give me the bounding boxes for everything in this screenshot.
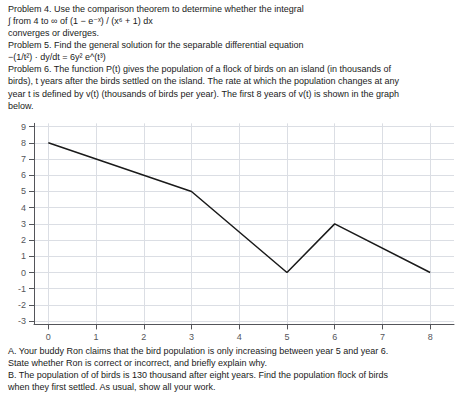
- svg-text:7: 7: [380, 332, 385, 342]
- svg-text:2: 2: [141, 332, 146, 342]
- svg-text:below.: below.: [8, 101, 34, 111]
- svg-text:5: 5: [21, 186, 26, 196]
- svg-text:3: 3: [21, 219, 26, 229]
- svg-text:6: 6: [332, 332, 337, 342]
- svg-text:year t is defined by v(t) (tho: year t is defined by v(t) (thousands of …: [8, 89, 399, 99]
- svg-text:4: 4: [21, 203, 26, 213]
- svg-text:Problem 6. The function P(t) g: Problem 6. The function P(t) gives the p…: [8, 64, 392, 74]
- svg-text:-3: -3: [18, 316, 26, 326]
- svg-text:1: 1: [21, 251, 26, 261]
- svg-text:9: 9: [21, 122, 26, 132]
- svg-text:−(1/t²) · dy/dt = 6y² e^(t³): −(1/t²) · dy/dt = 6y² e^(t³): [8, 52, 106, 62]
- svg-text:1: 1: [94, 332, 99, 342]
- svg-text:Problem 4. Use the comparison: Problem 4. Use the comparison theorem to…: [8, 4, 304, 14]
- svg-text:0: 0: [46, 332, 51, 342]
- svg-text:-1: -1: [18, 284, 26, 294]
- svg-text:8: 8: [21, 138, 26, 148]
- svg-text:6: 6: [21, 170, 26, 180]
- svg-text:3: 3: [189, 332, 194, 342]
- svg-text:4: 4: [237, 332, 242, 342]
- svg-text:7: 7: [21, 154, 26, 164]
- svg-text:∫ from 4 to ∞ of (1 − e⁻ˣ) / (: ∫ from 4 to ∞ of (1 − e⁻ˣ) / (x⁶ + 1) dx: [7, 16, 153, 26]
- svg-text:2: 2: [21, 235, 26, 245]
- svg-text:converges or diverges.: converges or diverges.: [8, 28, 99, 38]
- svg-text:B. The population of of birds: B. The population of of birds is 130 tho…: [8, 370, 389, 380]
- svg-text:when they first settled. As us: when they first settled. As usual, show …: [7, 382, 216, 392]
- svg-text:-2: -2: [18, 300, 26, 310]
- svg-text:Problem 5. Find the general so: Problem 5. Find the general solution for…: [8, 40, 304, 50]
- svg-text:8: 8: [428, 332, 433, 342]
- svg-text:5: 5: [284, 332, 289, 342]
- svg-text:A. Your buddy Ron claims that: A. Your buddy Ron claims that the bird p…: [8, 346, 388, 356]
- svg-text:birds), t years after the bird: birds), t years after the birds settled …: [8, 76, 400, 86]
- svg-text:State whether Ron is correct o: State whether Ron is correct or incorrec…: [8, 358, 267, 368]
- svg-text:0: 0: [21, 268, 26, 278]
